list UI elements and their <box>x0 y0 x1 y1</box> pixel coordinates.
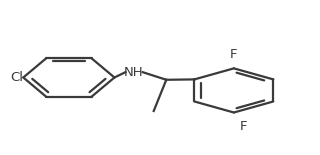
Text: F: F <box>240 120 248 133</box>
Text: F: F <box>230 48 238 61</box>
Text: Cl: Cl <box>11 71 24 84</box>
Text: NH: NH <box>124 66 143 79</box>
